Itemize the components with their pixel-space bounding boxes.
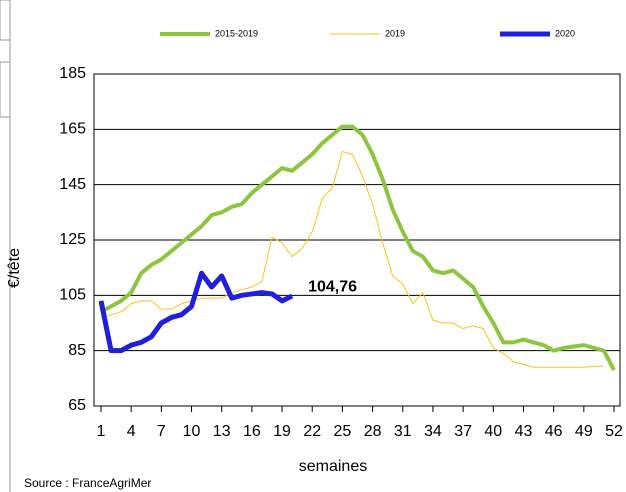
y-tick-label: 65 <box>68 397 86 414</box>
y-tick-label: 125 <box>59 231 86 248</box>
x-tick-label: 52 <box>605 423 623 440</box>
x-tick-label: 28 <box>364 423 382 440</box>
y-tick-label: 185 <box>59 65 86 82</box>
legend-label: 2019 <box>385 28 405 38</box>
x-tick-label: 4 <box>127 423 136 440</box>
y-tick-label: 85 <box>68 342 86 359</box>
x-tick-label: 19 <box>273 423 291 440</box>
x-tick-label: 22 <box>303 423 321 440</box>
series-line <box>100 124 616 371</box>
source: Source : FranceAgriMer <box>24 476 151 490</box>
series-line <box>98 270 294 354</box>
x-tick-label: 13 <box>213 423 231 440</box>
y-tick-label: 165 <box>59 121 86 138</box>
y-axis-label: €/tête <box>6 248 23 288</box>
x-tick-label: 7 <box>157 423 166 440</box>
x-tick-label: 10 <box>183 423 201 440</box>
y-tick-label: 145 <box>59 176 86 193</box>
x-tick-label: 40 <box>484 423 502 440</box>
ui-box <box>0 0 11 41</box>
x-axis-label: semaines <box>299 458 367 475</box>
legend-label: 2015-2019 <box>215 28 258 38</box>
x-tick-label: 31 <box>394 423 412 440</box>
x-tick-label: 34 <box>424 423 442 440</box>
x-tick-label: 16 <box>243 423 261 440</box>
x-tick-label: 43 <box>515 423 533 440</box>
x-tick-label: 46 <box>545 423 563 440</box>
x-tick-label: 25 <box>334 423 352 440</box>
x-tick-label: 37 <box>454 423 472 440</box>
ui-box <box>0 61 11 118</box>
x-tick-label: 1 <box>97 423 106 440</box>
y-tick-label: 105 <box>59 287 86 304</box>
series-line <box>100 150 604 368</box>
x-tick-label: 49 <box>575 423 593 440</box>
legend-label: 2020 <box>555 28 575 38</box>
annotation: 104,76 <box>308 278 357 295</box>
